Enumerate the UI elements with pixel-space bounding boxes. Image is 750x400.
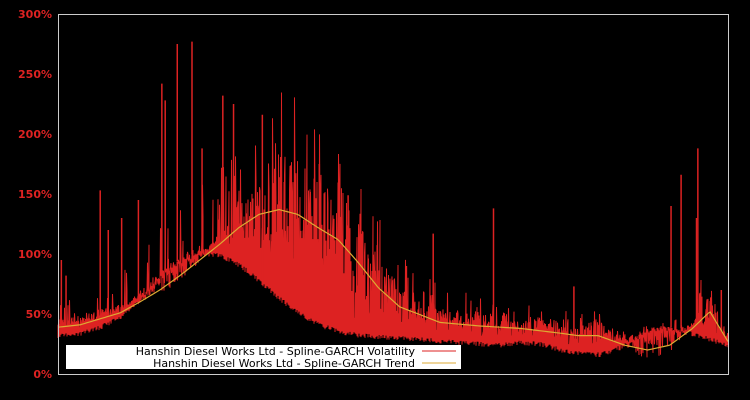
y-tick-150: 150% [18,188,52,201]
y-tick-250: 250% [18,68,52,81]
y-axis: 300% 250% 200% 150% 100% 50% 0% [18,8,52,381]
legend-label-trend: Hanshin Diesel Works Ltd - Spline-GARCH … [153,357,415,370]
y-tick-50: 50% [26,308,52,321]
trend-series [57,208,729,351]
y-tick-100: 100% [18,248,52,261]
plot-frame [58,14,729,375]
legend: Hanshin Diesel Works Ltd - Spline-GARCH … [66,345,461,370]
volatility-line [57,92,729,358]
y-tick-200: 200% [18,128,52,141]
legend-label-volatility: Hanshin Diesel Works Ltd - Spline-GARCH … [136,345,416,358]
y-tick-300: 300% [18,8,52,21]
y-tick-0: 0% [33,368,52,381]
trend-line [57,208,729,351]
volatility-series [57,41,729,358]
legend-box [66,345,461,369]
